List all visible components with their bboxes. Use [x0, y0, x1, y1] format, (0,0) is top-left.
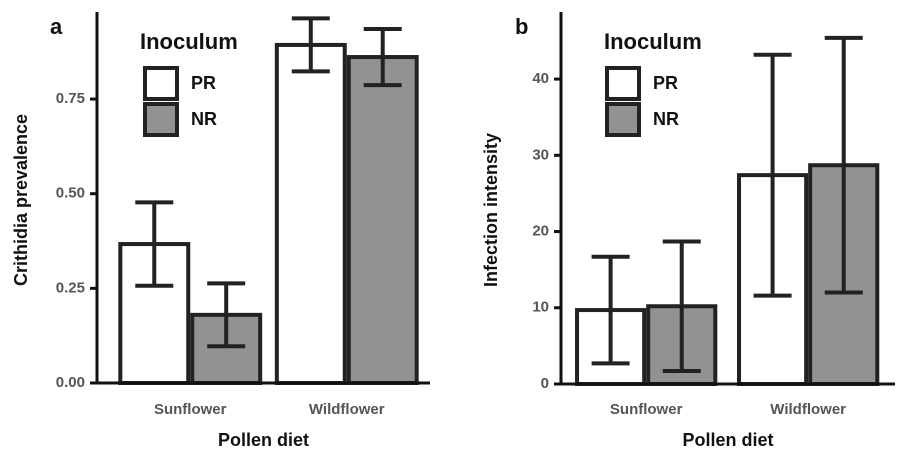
y-tick-label: 0.75 — [56, 90, 85, 107]
error-bar — [291, 16, 330, 74]
x-tick-label: Sunflower — [610, 401, 683, 418]
error-bar — [363, 27, 402, 88]
axes — [95, 12, 430, 385]
axes — [559, 12, 895, 386]
y-tick-label: 30 — [532, 146, 549, 163]
legend-swatch — [605, 66, 641, 101]
error-bar — [824, 35, 863, 295]
error-bar — [207, 281, 246, 349]
y-tick-label: 0.50 — [56, 185, 85, 202]
legend-label: PR — [191, 73, 216, 93]
y-tick-label: 0.00 — [56, 374, 85, 391]
error-bar — [135, 200, 174, 288]
panel-label: a — [50, 14, 63, 39]
legend-swatch — [143, 66, 179, 101]
legend-label: PR — [653, 73, 678, 93]
x-tick-label: Wildflower — [309, 401, 385, 418]
legend-title: Inoculum — [604, 29, 702, 54]
x-tick-label: Sunflower — [154, 401, 227, 418]
y-tick-label: 20 — [532, 223, 549, 240]
error-bar — [662, 239, 701, 374]
legend-label: NR — [191, 109, 217, 129]
x-axis-label: Pollen diet — [682, 430, 773, 450]
legend-title: Inoculum — [140, 29, 238, 54]
panel-label: b — [515, 14, 528, 39]
error-bar — [753, 52, 792, 298]
y-axis-label: Crithidia prevalence — [11, 114, 31, 286]
y-tick-label: 0 — [541, 375, 549, 392]
y-tick-label: 0.25 — [56, 279, 85, 296]
x-tick-label: Wildflower — [770, 401, 846, 418]
error-bar — [591, 254, 630, 366]
legend-swatch — [143, 102, 179, 137]
x-axis-label: Pollen diet — [218, 430, 309, 450]
y-tick-label: 10 — [532, 299, 549, 316]
legend-swatch — [605, 102, 641, 137]
legend-label: NR — [653, 109, 679, 129]
y-tick-label: 40 — [532, 70, 549, 87]
y-axis-label: Infection intensity — [481, 133, 501, 287]
bar — [346, 55, 419, 386]
bar — [274, 42, 347, 386]
